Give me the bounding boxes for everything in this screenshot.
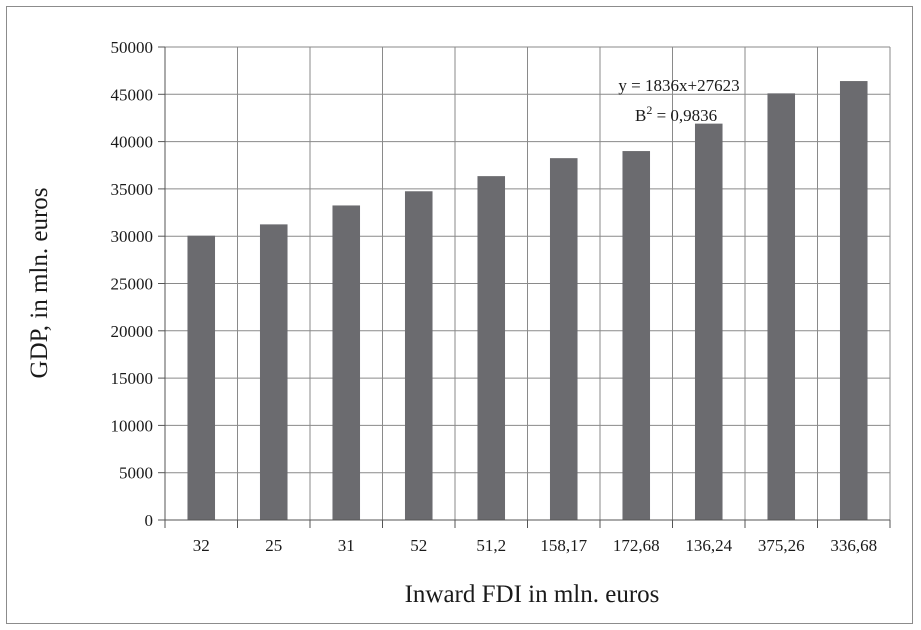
y-axis-title: GDP, in mln. euros [26, 188, 53, 379]
x-tick-labels: 32 25 31 52 51,2 158,17 172,68 136,24 375,26 336,… [193, 536, 877, 555]
x-tick-label: 136,24 [685, 536, 732, 555]
y-tick-label: 30000 [111, 227, 154, 246]
bar [767, 93, 796, 520]
y-tick-label: 20000 [111, 322, 154, 341]
x-tick-label: 32 [193, 536, 210, 555]
y-tick-label: 25000 [111, 275, 154, 294]
bar [404, 191, 433, 520]
axes [158, 46, 891, 528]
y-tick-label: 10000 [111, 416, 154, 435]
y-tick-label: 50000 [111, 38, 154, 57]
chart-frame [6, 6, 913, 624]
x-tick-label: 25 [265, 536, 282, 555]
x-axis-title: Inward FDI in mln. euros [405, 581, 660, 608]
bar [839, 81, 868, 520]
y-tick-label: 45000 [111, 85, 154, 104]
bar [694, 123, 723, 520]
x-tick-label: 172,68 [613, 536, 660, 555]
bar [187, 235, 216, 521]
x-tick-label: 158,17 [540, 536, 587, 555]
r-squared-exponent: 2 [646, 103, 652, 117]
r-squared-value: = 0,9836 [652, 106, 717, 125]
r-squared-symbol: B [635, 106, 646, 125]
y-tick-label: 35000 [111, 180, 154, 199]
x-tick-label: 51,2 [476, 536, 506, 555]
bars [187, 81, 868, 521]
bar [332, 205, 361, 520]
y-tick-label: 0 [145, 511, 154, 530]
bar [477, 176, 506, 520]
y-tick-label: 40000 [111, 133, 154, 152]
x-tick-label: 31 [338, 536, 355, 555]
x-tick-label: 375,26 [758, 536, 805, 555]
bar [622, 151, 651, 520]
bar [549, 158, 578, 520]
x-tick-label: 52 [410, 536, 427, 555]
r-squared-label: B2 = 0,9836 [635, 103, 717, 125]
y-tick-labels: 0 5000 10000 15000 20000 25000 30000 35000 40000… [111, 38, 154, 530]
bar [259, 224, 288, 520]
y-tick-label: 5000 [119, 464, 153, 483]
x-tick-label: 336,68 [830, 536, 877, 555]
trendline-equation: y = 1836x+27623 [618, 76, 739, 95]
y-tick-label: 15000 [111, 369, 154, 388]
